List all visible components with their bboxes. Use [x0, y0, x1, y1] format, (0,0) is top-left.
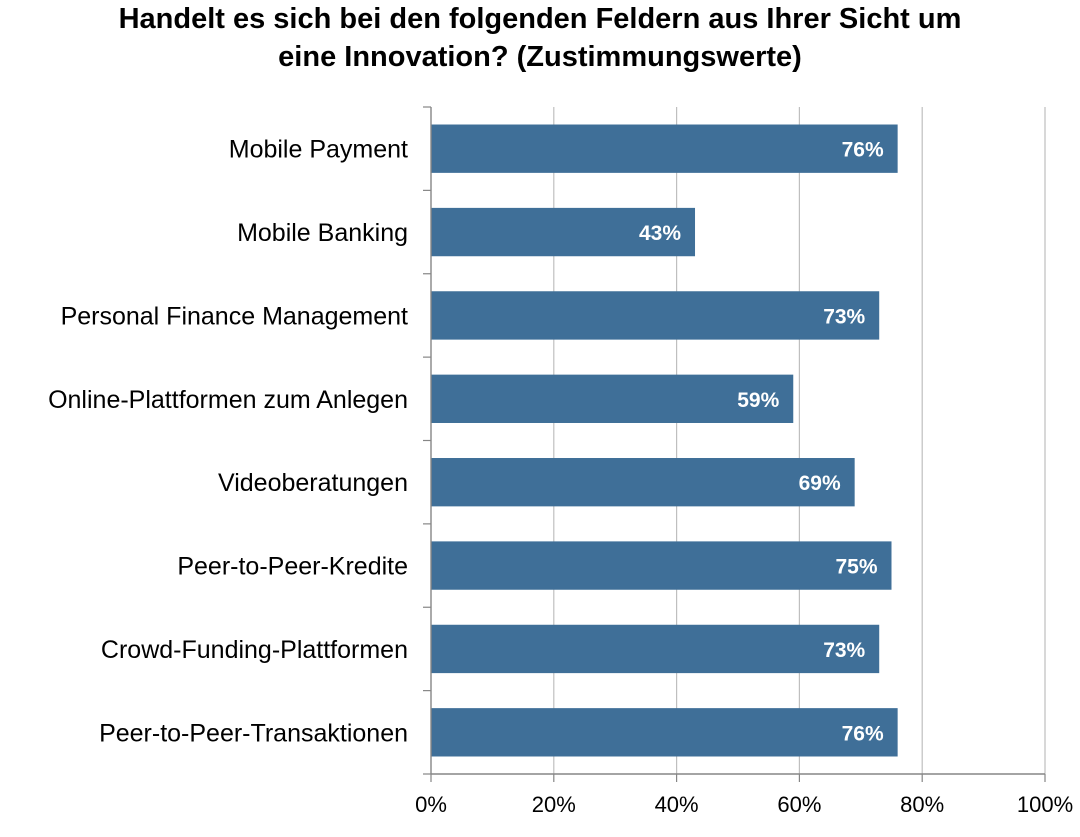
- data-label: 76%: [842, 722, 884, 745]
- data-label: 69%: [799, 472, 841, 495]
- category-label: Videoberatungen: [218, 469, 408, 497]
- bars: [431, 124, 898, 757]
- x-tick-label: 40%: [655, 792, 699, 817]
- bar: [431, 541, 892, 590]
- category-label: Personal Finance Management: [61, 302, 408, 330]
- data-label: 75%: [835, 556, 877, 579]
- category-label: Mobile Payment: [229, 136, 408, 164]
- category-label: Crowd-Funding-Plattformen: [101, 636, 408, 664]
- x-tick-label: 0%: [415, 792, 447, 817]
- data-label: 73%: [823, 639, 865, 662]
- data-label: 59%: [737, 389, 779, 412]
- gridlines: [553, 107, 1046, 774]
- data-label: 73%: [823, 305, 865, 328]
- chart-title: Handelt es sich bei den folgenden Felder…: [119, 3, 962, 73]
- bar: [431, 624, 880, 674]
- category-label: Online-Plattformen zum Anlegen: [48, 386, 408, 414]
- axes: [423, 106, 1046, 782]
- labels: 0% 20% 40% 60% 80% 100% Mobile Payment 76% Mobil…: [48, 136, 1073, 817]
- chart-title-line-2: eine Innovation? (Zustimmungswerte): [278, 41, 802, 73]
- category-label: Mobile Banking: [237, 219, 408, 247]
- category-label: Peer-to-Peer-Transaktionen: [99, 719, 408, 747]
- bar: [431, 207, 696, 257]
- chart-title-line-1: Handelt es sich bei den folgenden Felder…: [119, 3, 962, 35]
- x-tick-label: 80%: [900, 792, 944, 817]
- data-label: 76%: [842, 139, 884, 162]
- x-tick-label: 20%: [532, 792, 576, 817]
- x-tick-label: 60%: [777, 792, 821, 817]
- data-label: 43%: [639, 222, 681, 245]
- bar: [431, 124, 898, 173]
- x-tick-label: 100%: [1017, 792, 1073, 817]
- bar: [431, 374, 794, 423]
- bar: [431, 708, 898, 757]
- category-label: Peer-to-Peer-Kredite: [177, 553, 408, 581]
- bar: [431, 458, 855, 507]
- bar: [431, 291, 880, 340]
